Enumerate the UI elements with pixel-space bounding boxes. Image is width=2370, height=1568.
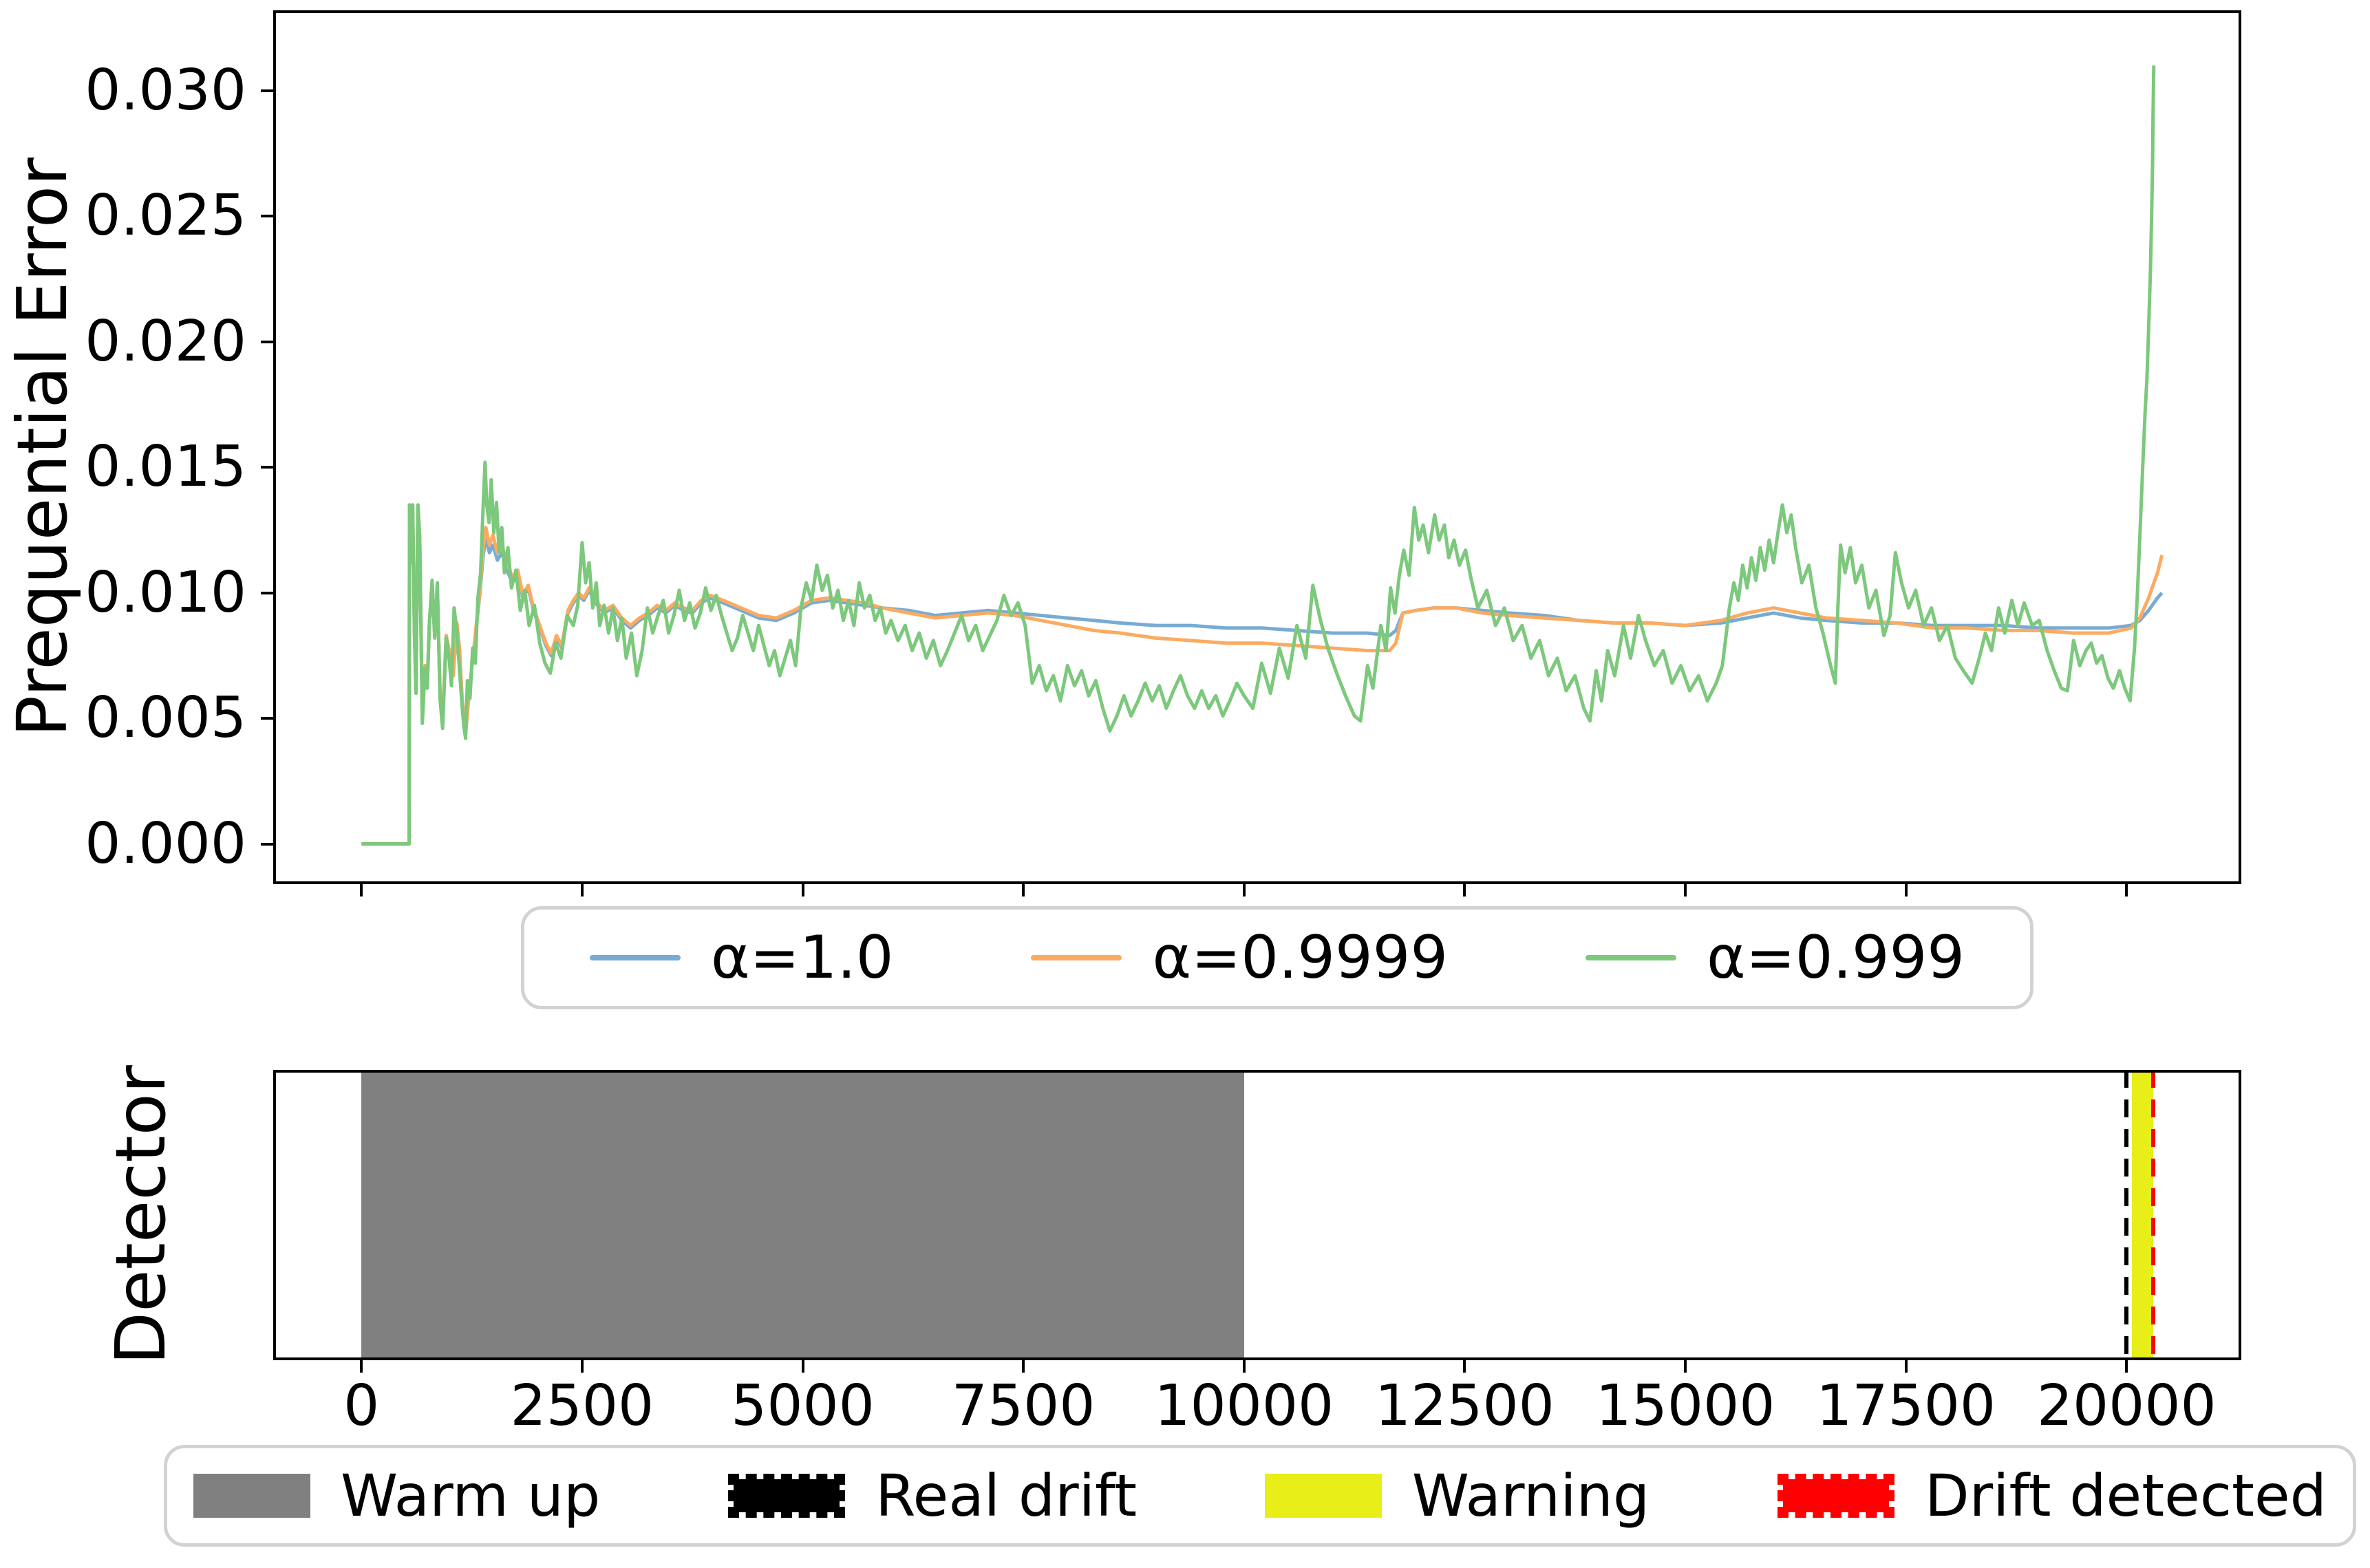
x-tick-mark [580, 1360, 584, 1373]
y-tick-label: 0.005 [85, 685, 246, 751]
y-tick-mark [261, 215, 273, 218]
detector-y-axis-label: Detector [100, 1065, 181, 1365]
real-drift-label: Real drift [875, 1462, 1138, 1529]
y-tick-mark [261, 89, 273, 92]
prequential-error-plot [273, 10, 2241, 884]
x-tick-label: 20000 [2036, 1373, 2217, 1439]
top-x-tick-mark [580, 884, 584, 896]
top-x-tick-mark [2125, 884, 2128, 896]
drift-detected-label: Drift detected [1924, 1462, 2327, 1529]
y-tick-label: 0.010 [85, 559, 246, 625]
top-x-tick-mark [1022, 884, 1025, 896]
detector-legend: Warm up Real drift Warning Drift detecte… [164, 1445, 2356, 1547]
warm-up-label: Warm up [341, 1462, 601, 1529]
x-tick-mark [1022, 1360, 1025, 1373]
legend-item-alpha-0-9999: α=0.9999 [1031, 928, 1448, 987]
alpha-0-9999-label: α=0.9999 [1152, 923, 1449, 992]
x-tick-mark [2125, 1360, 2128, 1373]
top-x-tick-mark [360, 884, 363, 896]
y-tick-mark [261, 842, 273, 846]
series-line-alpha-1-0 [361, 503, 2164, 846]
top-x-tick-mark [801, 884, 804, 896]
detector-plot [273, 1070, 2241, 1360]
legend-item-alpha-0-999: α=0.999 [1586, 928, 1965, 987]
y-tick-mark [261, 591, 273, 594]
warning-region [2132, 1070, 2153, 1360]
x-tick-label: 2500 [510, 1373, 654, 1439]
warmup-region [361, 1070, 1244, 1360]
alpha-0-999-label: α=0.999 [1707, 923, 1965, 992]
x-tick-mark [801, 1360, 804, 1373]
alpha-legend: α=1.0 α=0.9999 α=0.999 [521, 906, 2033, 1009]
warm-up-swatch [193, 1474, 310, 1518]
x-tick-mark [360, 1360, 363, 1373]
drift-detected-line [2150, 1070, 2155, 1360]
y-tick-mark [261, 340, 273, 343]
x-tick-mark [1242, 1360, 1246, 1373]
x-tick-label: 12500 [1374, 1373, 1555, 1439]
alpha-0-9999-line-swatch [1031, 955, 1122, 960]
legend-item-warning: Warning [1264, 1462, 1650, 1529]
x-tick-label: 17500 [1816, 1373, 1996, 1439]
y-tick-label: 0.015 [85, 434, 246, 500]
y-tick-mark [261, 466, 273, 469]
x-tick-mark [1684, 1360, 1687, 1373]
x-tick-mark [1463, 1360, 1466, 1373]
series-line-alpha-0-999 [361, 65, 2156, 846]
warning-label: Warning [1411, 1462, 1650, 1529]
top-x-tick-mark [1684, 884, 1687, 896]
x-tick-label: 15000 [1595, 1373, 1775, 1439]
drift-detected-swatch [1777, 1474, 1894, 1518]
alpha-1-0-line-swatch [590, 955, 681, 960]
legend-item-warm-up: Warm up [193, 1467, 600, 1525]
top-x-tick-mark [1904, 884, 1908, 896]
y-tick-label: 0.030 [85, 57, 246, 123]
x-tick-mark [1904, 1360, 1908, 1373]
x-tick-label: 5000 [731, 1373, 875, 1439]
x-tick-label: 10000 [1154, 1373, 1334, 1439]
y-tick-label: 0.020 [85, 308, 246, 374]
y-tick-label: 0.025 [85, 183, 246, 249]
legend-item-alpha-1-0: α=1.0 [590, 928, 894, 987]
y-tick-label: 0.000 [85, 810, 246, 877]
x-tick-label: 7500 [951, 1373, 1096, 1439]
line-chart-canvas [361, 65, 2164, 846]
legend-item-real-drift: Real drift [728, 1467, 1137, 1525]
top-x-tick-mark [1242, 884, 1246, 896]
legend-item-drift-detected: Drift detected [1777, 1462, 2327, 1529]
real-drift-line [2124, 1070, 2129, 1360]
real-drift-swatch [728, 1474, 846, 1518]
x-tick-label: 0 [343, 1373, 380, 1439]
alpha-0-999-line-swatch [1586, 955, 1677, 960]
alpha-1-0-label: α=1.0 [711, 923, 894, 992]
top-x-tick-mark [1463, 884, 1466, 896]
warning-swatch [1264, 1474, 1382, 1518]
y-tick-mark [261, 717, 273, 720]
series-line-alpha-0-9999 [361, 503, 2164, 846]
